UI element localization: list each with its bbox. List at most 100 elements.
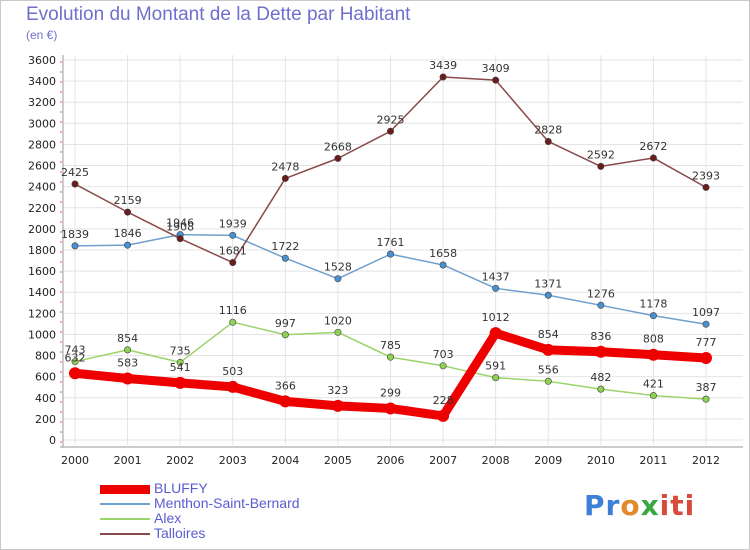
y-tick-label: 2800 (28, 138, 56, 151)
legend-swatch-talloires (100, 533, 150, 535)
series-bluffy (69, 327, 712, 422)
data-label-talloires: 3439 (429, 59, 457, 72)
point-talloires (597, 162, 605, 170)
x-tick-label: 2005 (324, 454, 352, 467)
point-talloires (544, 137, 552, 145)
data-label-bluffy: 854 (538, 328, 559, 341)
point-menthon-saint-bernard (229, 231, 237, 239)
x-tick-label: 2009 (534, 454, 562, 467)
point-bluffy (226, 380, 239, 393)
data-label-alex: 743 (65, 344, 86, 357)
point-menthon-saint-bernard (386, 250, 394, 258)
y-tick-label: 1800 (28, 244, 56, 257)
point-alex (71, 358, 79, 366)
point-talloires (124, 208, 132, 216)
y-tick-label: 600 (35, 371, 56, 384)
data-label-bluffy: 777 (696, 336, 717, 349)
proxiti-logo: Proxiti (584, 489, 695, 522)
point-alex (702, 395, 710, 403)
series-talloires (71, 73, 710, 267)
point-alex (334, 328, 342, 336)
point-bluffy (384, 402, 397, 415)
point-talloires (649, 154, 657, 162)
point-bluffy (489, 327, 502, 340)
line-chart: 0 200 400 600 800 1000 1200 1400 1600 1800 2000 220… (28, 54, 743, 467)
legend-label-menthon-saint-bernard: Menthon-Saint-Bernard (154, 495, 300, 511)
data-label-bluffy: 836 (590, 330, 611, 343)
data-label-bluffy: 1012 (482, 311, 510, 324)
axes: 0 200 400 600 800 1000 1200 1400 1600 1800 2000 220… (28, 54, 743, 467)
point-bluffy (647, 348, 660, 361)
data-label-talloires: 2478 (271, 160, 299, 173)
data-label-alex: 785 (380, 339, 401, 352)
data-label-bluffy: 228 (433, 394, 454, 407)
x-tick-label: 2001 (114, 454, 142, 467)
x-tick-label: 2000 (61, 454, 89, 467)
data-label-alex: 556 (538, 363, 559, 376)
data-label-alex: 387 (696, 381, 717, 394)
data-label-talloires: 1908 (166, 221, 194, 234)
y-tick-label: 1000 (28, 328, 56, 341)
y-tick-label: 800 (35, 350, 56, 363)
data-label-alex: 1116 (219, 304, 247, 317)
point-bluffy (279, 395, 292, 408)
data-label-bluffy: 323 (327, 384, 348, 397)
point-talloires (281, 174, 289, 182)
series-layer (69, 73, 712, 422)
data-label-menthon-saint-bernard: 1658 (429, 247, 457, 260)
data-label-menthon-saint-bernard: 1722 (271, 240, 299, 253)
data-label-bluffy: 503 (222, 365, 243, 378)
point-bluffy (594, 345, 607, 358)
point-menthon-saint-bernard (649, 312, 657, 320)
data-label-menthon-saint-bernard: 1178 (639, 298, 667, 311)
x-tick-label: 2004 (271, 454, 299, 467)
data-label-bluffy: 808 (643, 333, 664, 346)
data-label-alex: 854 (117, 332, 138, 345)
data-label-alex: 482 (590, 371, 611, 384)
data-label-bluffy: 541 (170, 361, 191, 374)
point-talloires (439, 73, 447, 81)
legend-label-bluffy: BLUFFY (154, 480, 208, 496)
data-label-menthon-saint-bernard: 1437 (482, 270, 510, 283)
logo-part-4: iti (659, 489, 696, 522)
point-alex (281, 331, 289, 339)
point-menthon-saint-bernard (71, 242, 79, 250)
data-label-talloires: 1681 (219, 245, 247, 258)
point-menthon-saint-bernard (439, 261, 447, 269)
data-label-talloires: 2159 (114, 194, 142, 207)
data-label-menthon-saint-bernard: 1276 (587, 287, 615, 300)
point-alex (176, 358, 184, 366)
series-menthon-saint-bernard (71, 231, 710, 328)
point-talloires (71, 180, 79, 188)
y-tick-label: 1200 (28, 307, 56, 320)
y-tick-label: 2600 (28, 160, 56, 173)
series-alex (71, 318, 710, 403)
logo-part-1: Pr (584, 489, 621, 522)
x-tick-label: 2006 (377, 454, 405, 467)
point-bluffy (121, 372, 134, 385)
data-label-talloires: 2672 (639, 140, 667, 153)
data-label-menthon-saint-bernard: 1761 (377, 236, 405, 249)
data-label-bluffy: 583 (117, 356, 138, 369)
y-tick-label: 400 (35, 392, 56, 405)
data-label-menthon-saint-bernard: 1371 (534, 277, 562, 290)
data-label-alex: 591 (485, 360, 506, 373)
y-tick-label: 2200 (28, 202, 56, 215)
data-labels: 632 583 541 503 366 323 299 228 1012 854 836 808 777… (61, 59, 720, 407)
legend-swatch-bluffy (100, 484, 150, 494)
point-menthon-saint-bernard (334, 275, 342, 283)
data-label-bluffy: 299 (380, 386, 401, 399)
x-tick-label: 2012 (692, 454, 720, 467)
x-tick-label: 2008 (482, 454, 510, 467)
y-tick-label: 1400 (28, 286, 56, 299)
data-label-menthon-saint-bernard: 1839 (61, 228, 89, 241)
point-menthon-saint-bernard (281, 254, 289, 262)
x-tick-label: 2003 (219, 454, 247, 467)
data-label-alex: 1020 (324, 314, 352, 327)
chart-subtitle: (en €) (26, 28, 58, 42)
data-label-talloires: 2425 (61, 166, 89, 179)
data-label-talloires: 2925 (377, 113, 405, 126)
data-label-menthon-saint-bernard: 1946 (166, 217, 194, 230)
legend-swatch-menthon-saint-bernard (100, 503, 150, 505)
point-bluffy (437, 409, 450, 422)
